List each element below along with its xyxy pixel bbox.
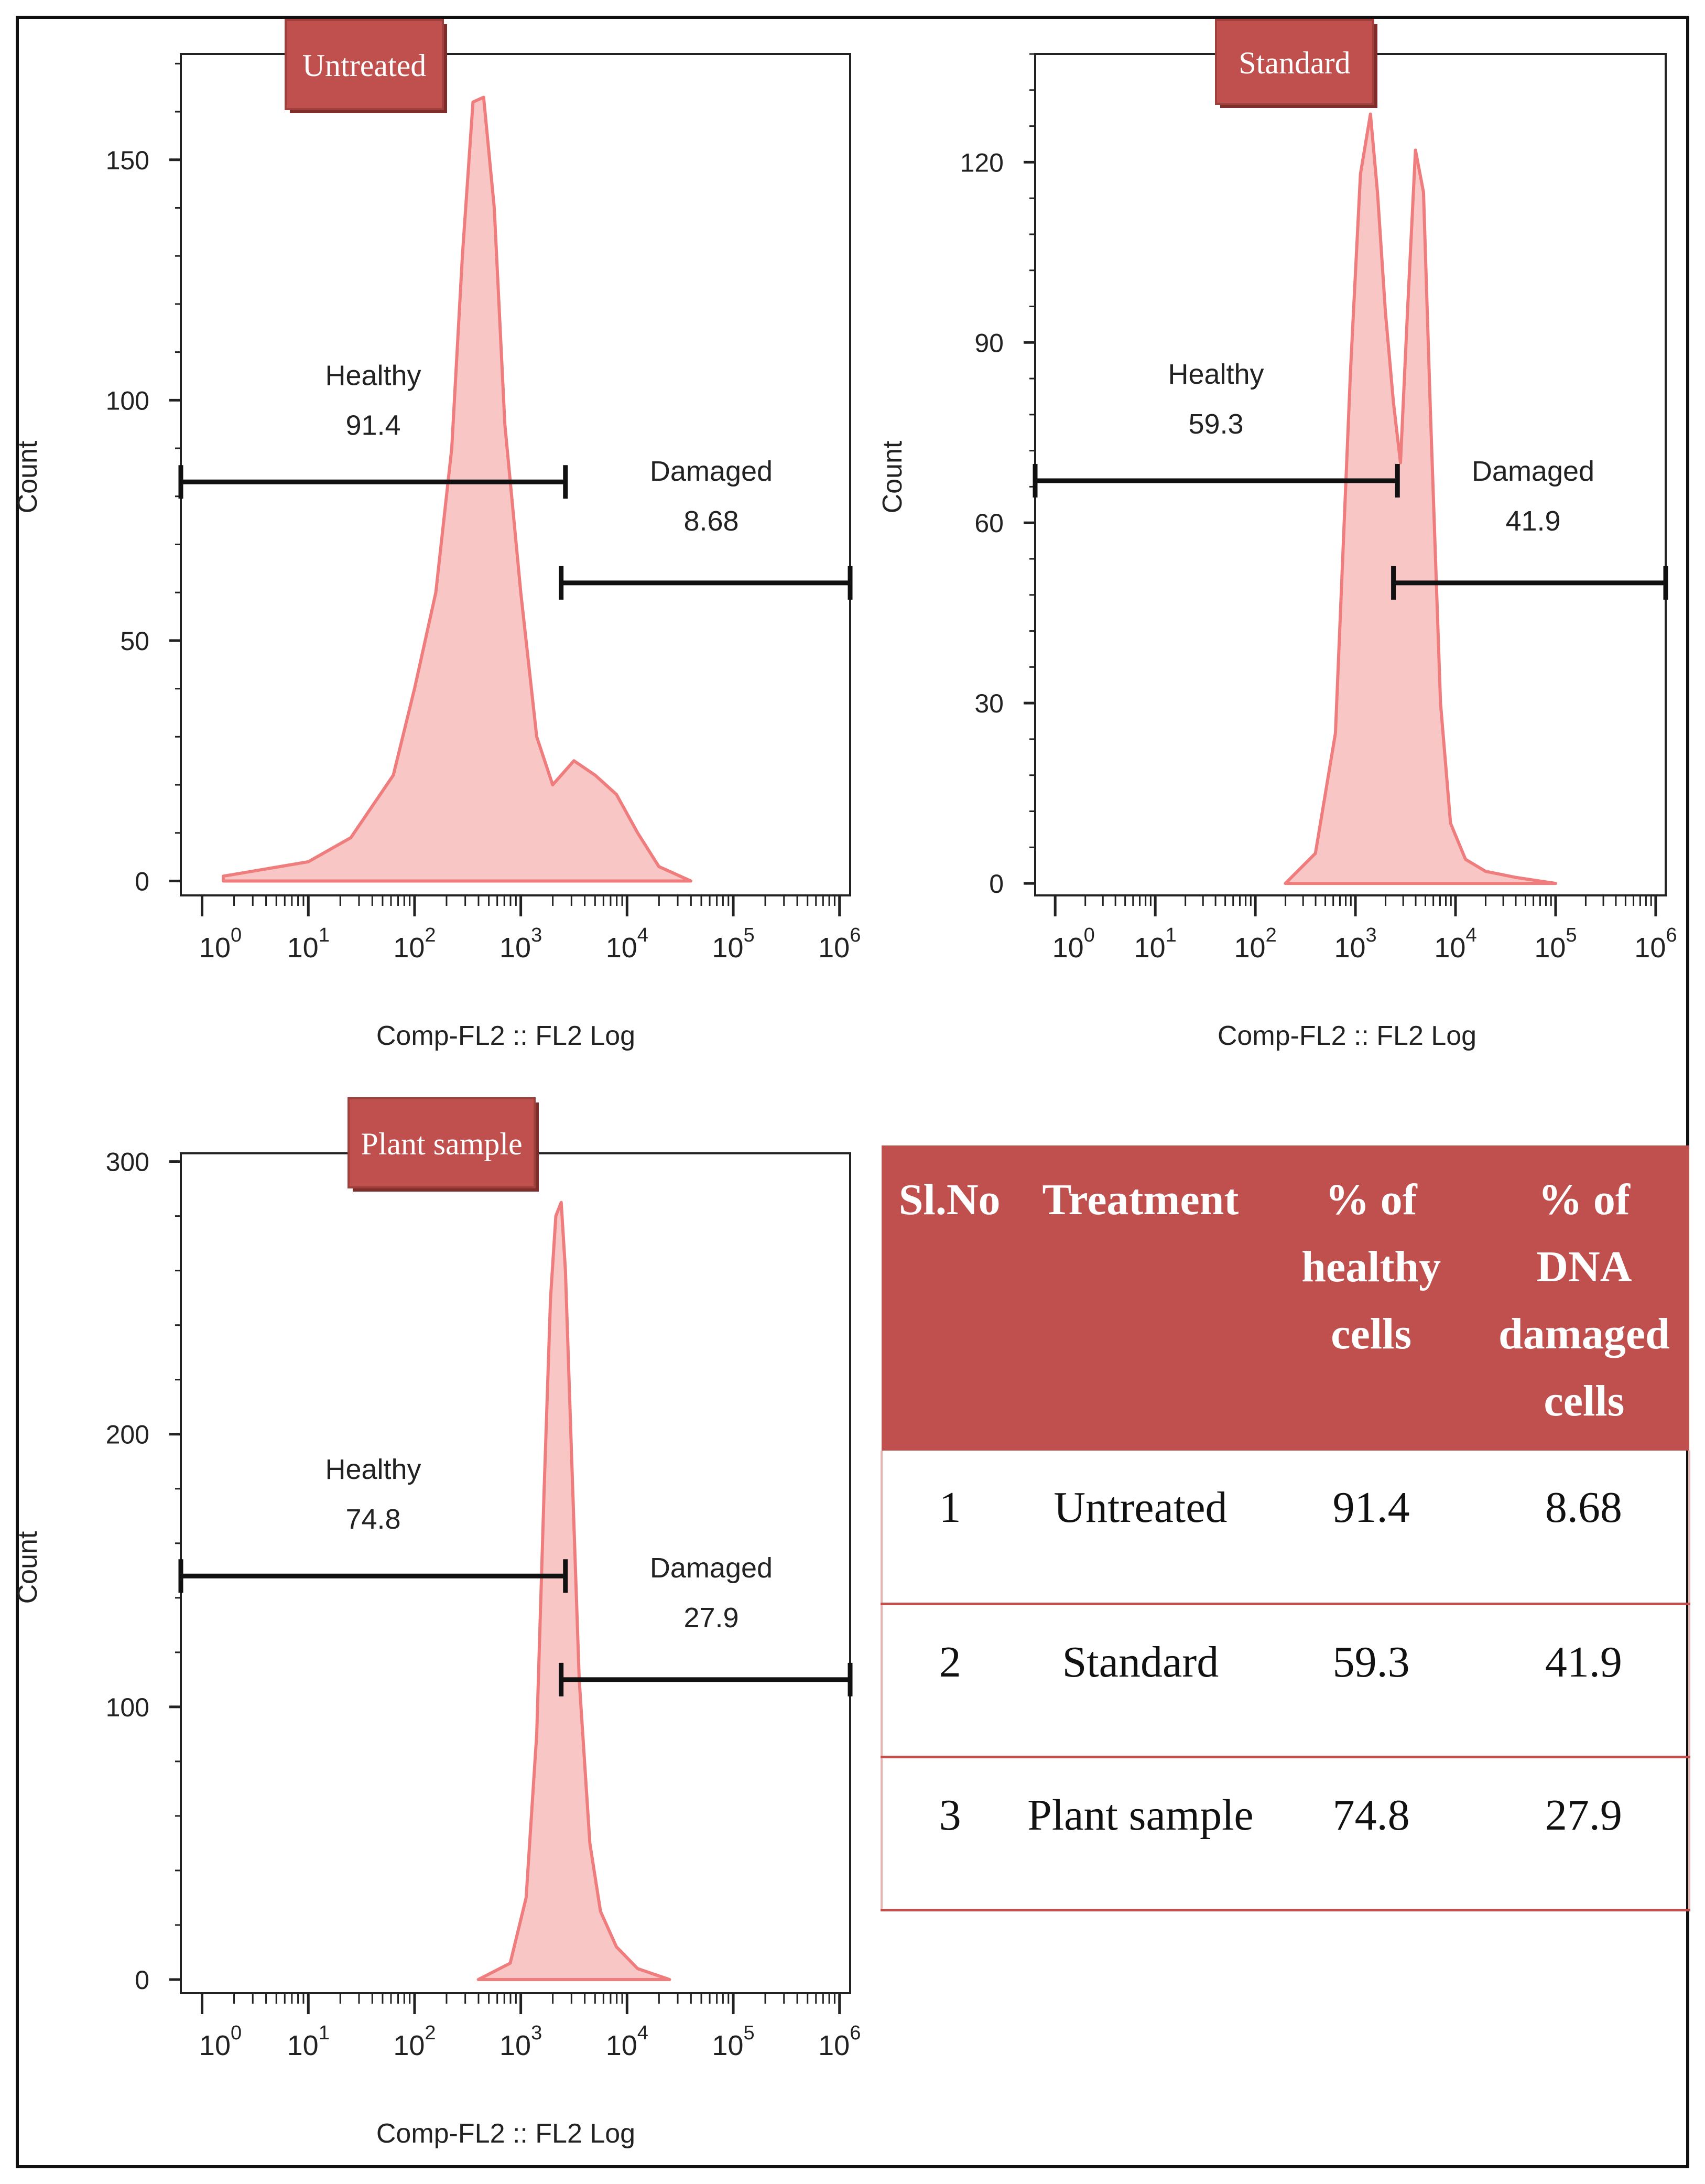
x-tick-label: 104 (606, 2022, 648, 2061)
x-tick-label: 103 (1334, 924, 1376, 964)
cell-healthy: 59.3 (1263, 1604, 1479, 1758)
histogram-plant-sample: 0 100 200 300 100 101 102 103 104 105 106 Count Comp… (13, 1097, 861, 2149)
sample-tag-label: Plant sample (361, 1127, 522, 1161)
table-header-row: Sl.No Treatment % of healthy cells % of … (882, 1145, 1689, 1451)
x-tick-label: 102 (393, 2022, 436, 2061)
table-row: 3 Plant sample 74.8 27.9 (880, 1757, 1691, 1911)
x-tick-label: 106 (1634, 924, 1677, 964)
x-tick-label: 104 (606, 924, 648, 964)
x-tick-label: 100 (1052, 924, 1095, 964)
x-tick-label: 105 (1534, 924, 1577, 964)
y-tick-label: 0 (135, 867, 149, 896)
x-tick-label: 103 (499, 2022, 542, 2061)
cell-treatment: Standard (1017, 1604, 1264, 1758)
cell-sl-no: 3 (880, 1757, 1018, 1911)
y-tick-label: 0 (135, 1965, 149, 1995)
x-tick-label: 103 (499, 924, 542, 964)
histogram-area (476, 1201, 671, 1981)
cell-treatment: Plant sample (1017, 1757, 1264, 1911)
cell-damaged: 27.9 (1479, 1757, 1691, 1911)
x-tick-label: 100 (199, 924, 242, 964)
x-tick-label: 104 (1434, 924, 1476, 964)
gate-value-healthy: 74.8 (345, 1504, 400, 1535)
sample-tag-box (1215, 19, 1374, 105)
gate-label-healthy: Healthy (325, 1454, 421, 1485)
cell-healthy: 91.4 (1263, 1451, 1479, 1605)
header-damaged-cells: % of DNA damaged cells (1479, 1145, 1689, 1451)
cell-damaged: 41.9 (1479, 1604, 1691, 1758)
sample-tag-box (285, 19, 444, 110)
table-row: 1 Untreated 91.4 8.68 (880, 1451, 1691, 1605)
cell-healthy: 74.8 (1263, 1757, 1479, 1911)
y-tick-label: 90 (974, 328, 1004, 358)
gate-value-healthy: 91.4 (345, 409, 400, 441)
x-tick-label: 105 (712, 2022, 754, 2061)
x-tick-label: 101 (1134, 924, 1177, 964)
x-tick-label: 101 (287, 2022, 330, 2061)
gate-value-healthy: 59.3 (1188, 408, 1243, 440)
y-axis-title: Count (877, 440, 908, 513)
sample-tag-box (347, 1097, 536, 1188)
header-sl-no: Sl.No (882, 1145, 1018, 1451)
histogram-standard: 0 30 60 90 120 100 101 102 103 104 105 106 Count Comp… (877, 19, 1677, 1051)
histogram-area (1284, 112, 1557, 885)
gate-value-damaged: 41.9 (1505, 505, 1560, 537)
y-tick-label: 100 (106, 1693, 149, 1722)
cell-sl-no: 1 (880, 1451, 1018, 1605)
results-table: Sl.No Treatment % of healthy cells % of … (880, 1145, 1691, 1911)
y-tick-label: 300 (106, 1148, 149, 1177)
gate-label-healthy: Healthy (1168, 359, 1264, 390)
x-tick-label: 101 (287, 924, 330, 964)
histogram-untreated: 0 50 100 150 100 101 102 103 104 105 106 Count Comp-… (13, 19, 861, 1051)
x-axis-title: Comp-FL2 :: FL2 Log (376, 1021, 635, 1051)
x-axis-title: Comp-FL2 :: FL2 Log (1218, 1021, 1476, 1051)
gate-label-damaged: Damaged (650, 456, 773, 487)
y-tick-label: 60 (974, 509, 1004, 538)
x-tick-label: 102 (1234, 924, 1276, 964)
y-tick-label: 120 (960, 148, 1004, 177)
cell-treatment: Untreated (1017, 1451, 1264, 1605)
gate-label-healthy: Healthy (325, 360, 421, 391)
x-tick-label: 105 (712, 924, 754, 964)
y-tick-label: 30 (974, 689, 1004, 718)
header-treatment: Treatment (1017, 1145, 1264, 1451)
gate-label-damaged: Damaged (650, 1552, 773, 1584)
x-tick-label: 100 (199, 2022, 242, 2061)
gate-value-damaged: 8.68 (683, 505, 739, 537)
sample-tag-label: Standard (1239, 46, 1350, 80)
x-axis-title: Comp-FL2 :: FL2 Log (376, 2118, 635, 2149)
y-axis-title: Count (13, 440, 43, 513)
cell-damaged: 8.68 (1479, 1451, 1691, 1605)
gate-value-damaged: 27.9 (683, 1602, 739, 1634)
sample-tag-label: Untreated (302, 48, 427, 83)
y-tick-label: 100 (106, 386, 149, 415)
x-tick-label: 106 (818, 924, 861, 964)
histogram-area (222, 95, 692, 883)
cell-sl-no: 2 (880, 1604, 1018, 1758)
y-tick-label: 200 (106, 1420, 149, 1450)
x-tick-label: 102 (393, 924, 436, 964)
table-row: 2 Standard 59.3 41.9 (880, 1604, 1691, 1758)
y-axis-title: Count (13, 1531, 43, 1604)
figure-frame (16, 16, 1689, 2168)
y-tick-label: 50 (120, 626, 149, 656)
y-tick-label: 0 (989, 869, 1004, 899)
gate-label-damaged: Damaged (1472, 456, 1594, 487)
header-healthy-cells: % of healthy cells (1263, 1145, 1479, 1451)
x-tick-label: 106 (818, 2022, 861, 2061)
y-tick-label: 150 (106, 146, 149, 175)
